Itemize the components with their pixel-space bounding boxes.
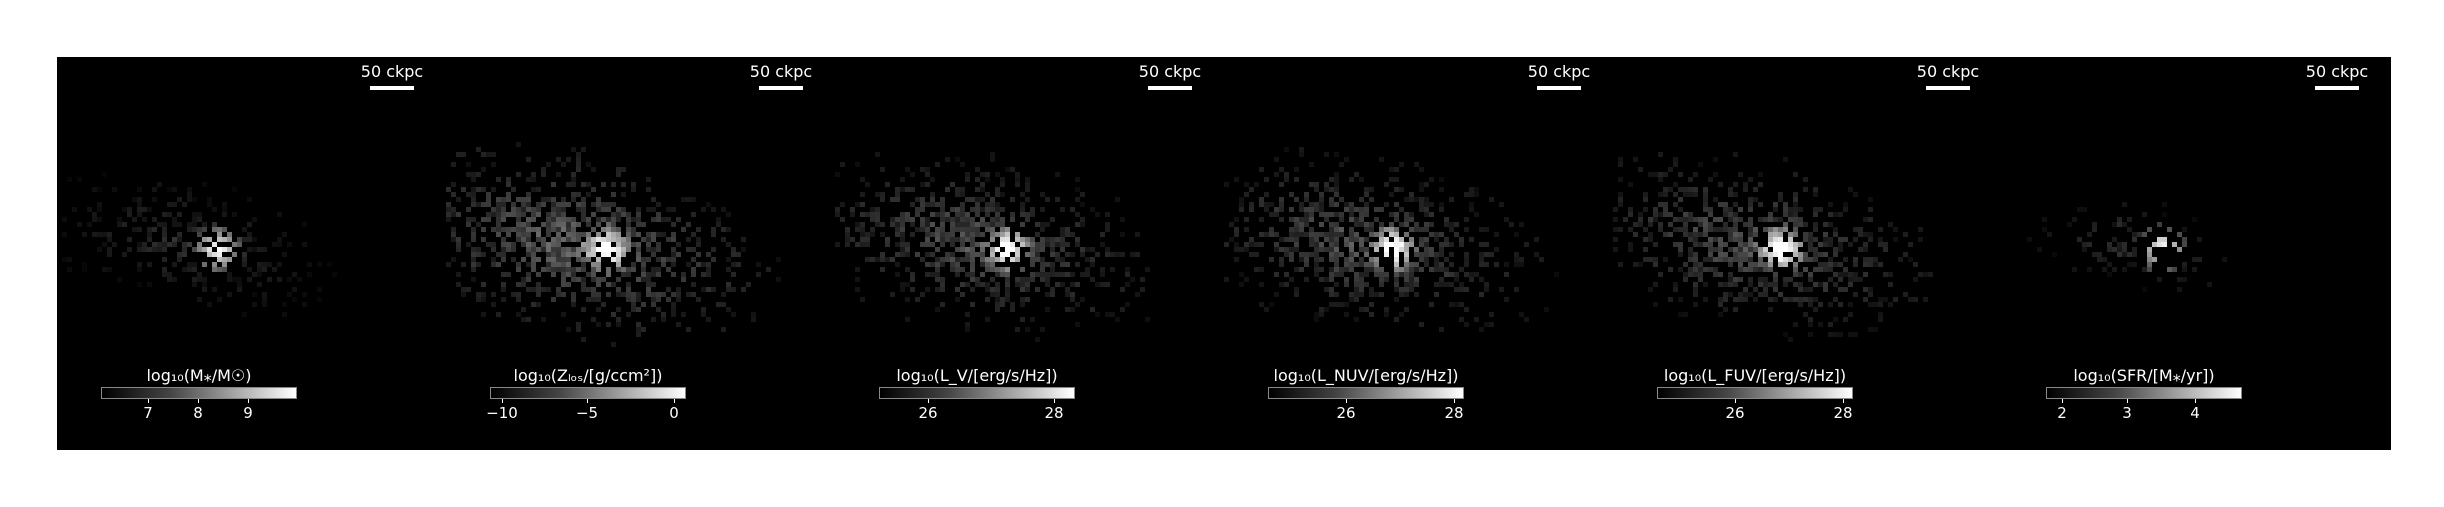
- colorbar-tick-label: 9: [243, 404, 253, 422]
- colorbar-tick-label: 8: [193, 404, 203, 422]
- colorbar-tick: [1735, 399, 1736, 403]
- colorbar: log₁₀(L_NUV/[erg/s/Hz]) 26 28: [1268, 367, 1464, 423]
- scale-bar-label: 50 ckpc: [1138, 62, 1202, 81]
- scale-bar: 50 ckpc: [1912, 63, 1984, 90]
- colorbar-tick-label: 7: [143, 404, 153, 422]
- colorbar-tick: [928, 399, 929, 403]
- scale-bar: 50 ckpc: [1134, 63, 1206, 90]
- colorbar-gradient: [490, 387, 686, 399]
- panel-nuv-luminosity: 50 ckpc log₁₀(L_NUV/[erg/s/Hz]) 26 28: [1224, 57, 1613, 450]
- colorbar-ticks: 2 3 4: [2046, 399, 2242, 423]
- scale-bar-label: 50 ckpc: [2305, 62, 2369, 81]
- colorbar-tick: [1054, 399, 1055, 403]
- colorbar-label: log₁₀(M⁎/M☉): [146, 366, 252, 385]
- colorbar-tick-label: 4: [2190, 404, 2200, 422]
- colorbar-tick-label: 3: [2122, 404, 2132, 422]
- scale-bar-line: [1537, 86, 1581, 90]
- colorbar-label: log₁₀(L_FUV/[erg/s/Hz]): [1663, 366, 1847, 385]
- scale-bar: 50 ckpc: [2301, 63, 2373, 90]
- scale-bar-line: [370, 86, 414, 90]
- colorbar-tick-label: 28: [1444, 404, 1464, 422]
- pixel-map: [62, 172, 337, 317]
- scale-bar: 50 ckpc: [745, 63, 817, 90]
- colorbar-gradient: [879, 387, 1075, 399]
- colorbar-tick: [1454, 399, 1455, 403]
- colorbar-tick-label: 26: [1725, 404, 1745, 422]
- colorbar-tick-label: 28: [1044, 404, 1064, 422]
- colorbar-tick: [2195, 399, 2196, 403]
- colorbar: log₁₀(Zₗₒₛ/[g/ccm²]) −10 −5 0: [486, 366, 686, 423]
- colorbar: log₁₀(L_FUV/[erg/s/Hz]) 26 28: [1657, 367, 1853, 423]
- colorbar-tick-label: 2: [2057, 404, 2067, 422]
- colorbar-tick-label: 28: [1833, 404, 1853, 422]
- colorbar-ticks: 26 28: [1657, 399, 1853, 423]
- colorbar-gradient: [1268, 387, 1464, 399]
- colorbar-ticks: 7 8 9: [101, 399, 297, 423]
- colorbar-tick: [148, 399, 149, 403]
- colorbar-tick-label: 26: [1336, 404, 1356, 422]
- colorbar-gradient: [101, 387, 297, 399]
- colorbar-label: log₁₀(SFR/[M⁎/yr]): [2073, 366, 2215, 385]
- image-strip: 50 ckpc log₁₀(M⁎/M☉) 7 8 9 50 ckpc log₁₀(Z…: [57, 57, 2391, 450]
- pixel-map: [1613, 152, 1933, 342]
- scale-bar: 50 ckpc: [1523, 63, 1595, 90]
- colorbar: log₁₀(SFR/[M⁎/yr]) 2 3 4: [2046, 367, 2242, 423]
- colorbar-ticks: −10 −5 0: [486, 399, 686, 423]
- scale-bar-line: [759, 86, 803, 90]
- panel-sfr: 50 ckpc log₁₀(SFR/[M⁎/yr]) 2 3 4: [2002, 57, 2391, 450]
- colorbar-tick: [587, 399, 588, 403]
- colorbar-tick: [1346, 399, 1347, 403]
- colorbar-tick: [198, 399, 199, 403]
- colorbar-tick: [248, 399, 249, 403]
- colorbar-gradient: [2046, 387, 2242, 399]
- colorbar-label: log₁₀(L_NUV/[erg/s/Hz]): [1273, 366, 1459, 385]
- scale-bar: 50 ckpc: [356, 63, 428, 90]
- colorbar-tick: [2127, 399, 2128, 403]
- scale-bar-line: [1926, 86, 1970, 90]
- colorbar-tick-label: 26: [918, 404, 938, 422]
- colorbar-tick-label: −10: [486, 404, 518, 422]
- scale-bar-line: [2315, 86, 2359, 90]
- colorbar-tick-label: −5: [575, 404, 599, 422]
- colorbar: log₁₀(L_V/[erg/s/Hz]) 26 28: [879, 367, 1075, 423]
- colorbar-tick: [674, 399, 675, 403]
- pixel-map: [2027, 202, 2227, 292]
- panel-metallicity: 50 ckpc log₁₀(Zₗₒₛ/[g/ccm²]) −10 −5 0: [446, 57, 835, 450]
- colorbar-tick: [1843, 399, 1844, 403]
- panel-fuv-luminosity: 50 ckpc log₁₀(L_FUV/[erg/s/Hz]) 26 28: [1613, 57, 2002, 450]
- scale-bar-line: [1148, 86, 1192, 90]
- panel-stellar-mass: 50 ckpc log₁₀(M⁎/M☉) 7 8 9: [57, 57, 446, 450]
- colorbar-label: log₁₀(L_V/[erg/s/Hz]): [896, 366, 1058, 385]
- colorbar: log₁₀(M⁎/M☉) 7 8 9: [101, 367, 297, 423]
- pixel-map: [446, 142, 781, 347]
- scale-bar-label: 50 ckpc: [360, 62, 424, 81]
- colorbar-ticks: 26 28: [1268, 399, 1464, 423]
- panel-v-luminosity: 50 ckpc log₁₀(L_V/[erg/s/Hz]) 26 28: [835, 57, 1224, 450]
- scale-bar-label: 50 ckpc: [1527, 62, 1591, 81]
- pixel-map: [1224, 147, 1559, 332]
- colorbar-ticks: 26 28: [879, 399, 1075, 423]
- colorbar-tick: [502, 399, 503, 403]
- pixel-map: [835, 152, 1150, 342]
- scale-bar-label: 50 ckpc: [1916, 62, 1980, 81]
- colorbar-tick: [2062, 399, 2063, 403]
- colorbar-label: log₁₀(Zₗₒₛ/[g/ccm²]): [513, 366, 663, 385]
- scale-bar-label: 50 ckpc: [749, 62, 813, 81]
- colorbar-gradient: [1657, 387, 1853, 399]
- colorbar-tick-label: 0: [669, 404, 679, 422]
